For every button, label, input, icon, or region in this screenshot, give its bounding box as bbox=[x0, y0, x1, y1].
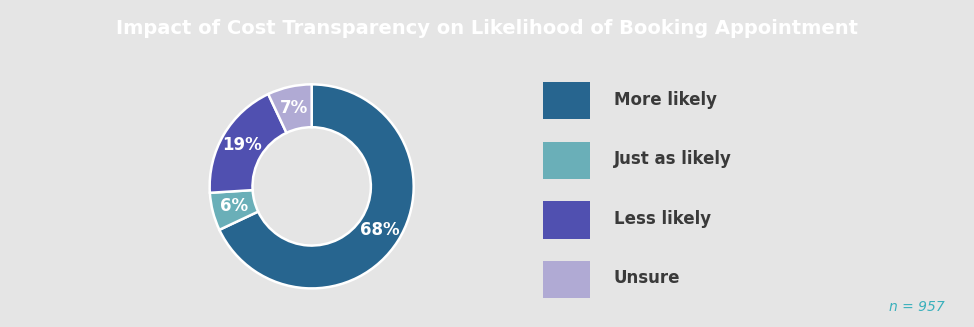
FancyBboxPatch shape bbox=[543, 201, 590, 239]
Wedge shape bbox=[268, 84, 312, 133]
Text: 6%: 6% bbox=[219, 198, 247, 215]
Text: Unsure: Unsure bbox=[614, 269, 680, 287]
Text: 68%: 68% bbox=[360, 221, 399, 239]
Text: More likely: More likely bbox=[614, 91, 717, 109]
Wedge shape bbox=[209, 190, 258, 230]
Wedge shape bbox=[209, 94, 286, 193]
Text: Less likely: Less likely bbox=[614, 210, 711, 228]
Text: 19%: 19% bbox=[222, 136, 262, 154]
Text: Just as likely: Just as likely bbox=[614, 150, 731, 168]
Text: Impact of Cost Transparency on Likelihood of Booking Appointment: Impact of Cost Transparency on Likelihoo… bbox=[116, 19, 858, 38]
FancyBboxPatch shape bbox=[543, 82, 590, 119]
Wedge shape bbox=[219, 84, 414, 288]
Text: 7%: 7% bbox=[280, 99, 308, 117]
FancyBboxPatch shape bbox=[543, 142, 590, 179]
Text: n = 957: n = 957 bbox=[889, 300, 945, 314]
FancyBboxPatch shape bbox=[543, 261, 590, 298]
